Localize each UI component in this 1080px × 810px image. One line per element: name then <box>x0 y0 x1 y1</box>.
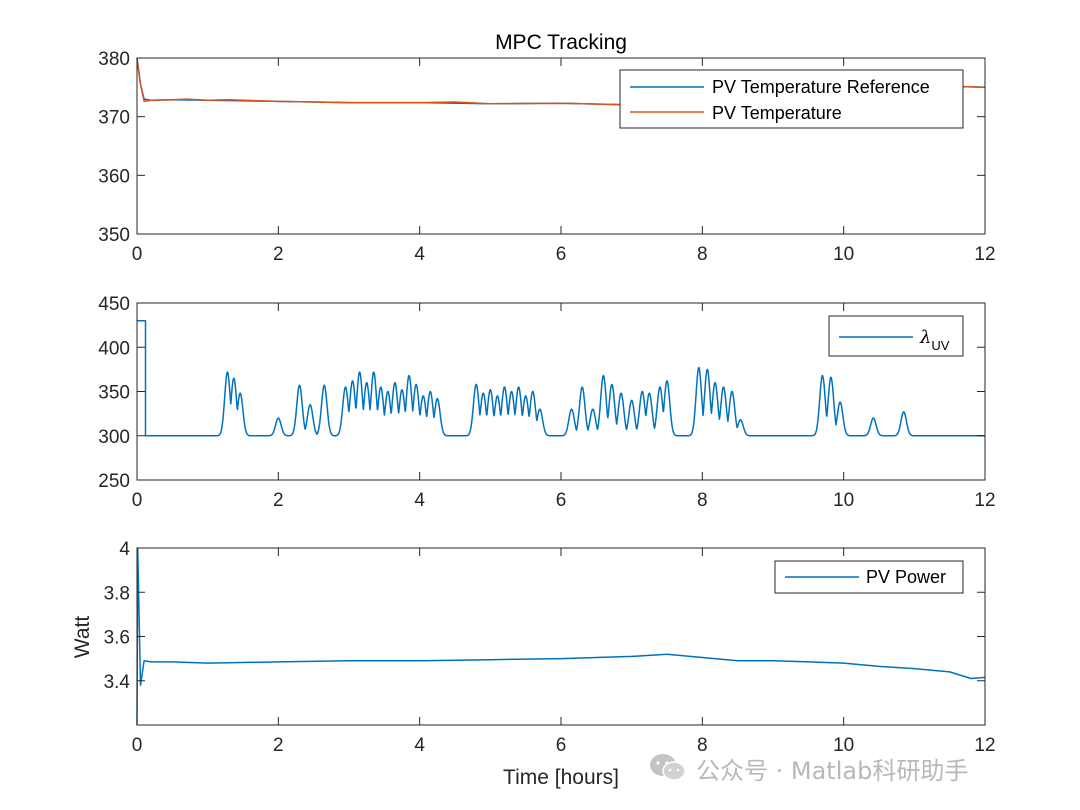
x-tick-label: 0 <box>132 244 143 265</box>
legend-entry-temperature: PV Temperature <box>712 103 842 123</box>
x-tick-label: 6 <box>556 244 567 265</box>
x-tick-label: 10 <box>833 490 854 511</box>
legend-lambda-symbol: λ <box>919 327 931 348</box>
x-tick-label: 6 <box>556 490 567 511</box>
x-tick-label: 12 <box>974 735 995 756</box>
y-tick-label: 3.4 <box>104 672 131 693</box>
x-tick-label: 2 <box>273 735 284 756</box>
y-tick-label: 4 <box>119 539 130 560</box>
legend-entry-power: PV Power <box>866 567 946 587</box>
x-tick-label: 2 <box>273 244 284 265</box>
legend: λUV <box>828 315 964 357</box>
x-tick-label: 10 <box>833 735 854 756</box>
y-tick-labels: 350 360 370 380 <box>98 49 985 246</box>
x-tick-label: 2 <box>273 490 284 511</box>
legend-entry-reference: PV Temperature Reference <box>712 77 930 97</box>
x-tick-label: 0 <box>132 735 143 756</box>
x-tick-label: 6 <box>556 735 567 756</box>
x-tick-labels: 0 2 4 6 8 10 12 <box>132 548 996 756</box>
subplot-power: 0 2 4 6 8 10 12 3.4 3.6 3.8 4 Time [hours] Watt P… <box>71 539 996 789</box>
x-tick-labels: 0 2 4 6 8 10 12 <box>132 58 996 265</box>
x-tick-labels: 0 2 4 6 8 10 12 <box>132 303 996 511</box>
series-line-lambda <box>137 319 986 437</box>
x-tick-label: 4 <box>414 490 425 511</box>
y-tick-label: 360 <box>98 166 130 187</box>
series-group <box>137 319 986 437</box>
series-line-0 <box>136 547 986 726</box>
y-tick-labels: 3.4 3.6 3.8 4 <box>104 539 985 693</box>
y-tick-label: 3.8 <box>104 583 130 604</box>
legend-entry-lambda: λUV <box>919 327 950 353</box>
watermark: 公众号 · Matlab科研助手 <box>648 750 968 786</box>
y-tick-label: 250 <box>98 471 130 492</box>
x-axis-label: Time [hours] <box>503 766 619 789</box>
y-tick-label: 370 <box>98 108 130 129</box>
subplot-lambda-uv: 0 2 4 6 8 10 12 250 300 350 400 450 λUV <box>98 294 995 511</box>
legend: PV Power <box>774 560 964 594</box>
x-tick-label: 0 <box>132 490 143 511</box>
y-tick-label: 400 <box>98 338 130 359</box>
chart-title: MPC Tracking <box>495 31 627 54</box>
x-tick-label: 12 <box>974 244 995 265</box>
legend: PV Temperature Reference PV Temperature <box>619 69 964 129</box>
series-group <box>136 547 986 726</box>
y-tick-label: 450 <box>98 294 130 315</box>
y-tick-label: 350 <box>98 225 130 246</box>
y-axis-label: Watt <box>71 616 94 659</box>
x-tick-label: 10 <box>833 244 854 265</box>
legend-lambda-subscript: UV <box>931 338 949 353</box>
legend-box <box>619 69 964 129</box>
y-tick-labels: 250 300 350 400 450 <box>98 294 985 492</box>
x-tick-label: 8 <box>697 490 708 511</box>
x-tick-label: 12 <box>974 490 995 511</box>
legend-box <box>828 315 964 357</box>
x-tick-label: 4 <box>414 735 425 756</box>
x-tick-label: 4 <box>414 244 425 265</box>
y-tick-label: 350 <box>98 383 130 404</box>
x-tick-label: 8 <box>697 735 708 756</box>
x-tick-label: 8 <box>697 244 708 265</box>
y-tick-label: 380 <box>98 49 130 70</box>
wechat-icon <box>648 751 688 785</box>
watermark-text: 公众号 · Matlab科研助手 <box>696 756 969 785</box>
y-tick-label: 3.6 <box>104 628 130 649</box>
y-tick-label: 300 <box>98 427 130 448</box>
subplot-temperature: MPC Tracking 0 2 4 6 8 10 12 350 360 370 380 PV T… <box>98 31 995 265</box>
